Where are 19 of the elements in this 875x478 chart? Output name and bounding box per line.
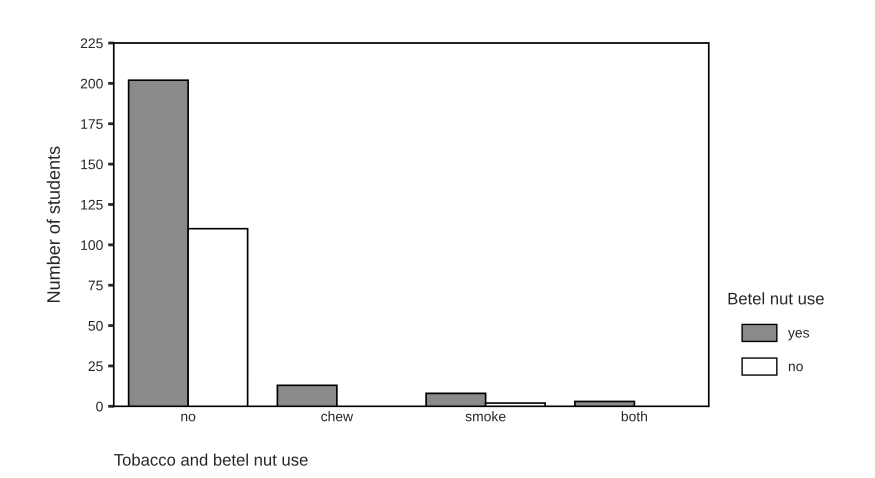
legend-title: Betel nut use — [728, 292, 824, 305]
y-tick-label: 75 — [88, 280, 103, 290]
y-tick-label: 100 — [81, 240, 103, 250]
y-tick-label: 125 — [81, 200, 103, 210]
y-tick-label: 200 — [80, 78, 103, 89]
x-tick-label: smoke — [466, 411, 506, 422]
x-axis-title: Tobacco and betel nut use — [114, 454, 308, 466]
x-tick-label: chew — [321, 411, 354, 422]
y-tick-label: 0 — [96, 402, 103, 412]
y-tick-label: 25 — [88, 361, 103, 372]
legend-label: no — [788, 364, 803, 372]
y-tick-label: 150 — [81, 159, 103, 170]
x-tick-label: both — [622, 411, 647, 422]
y-axis-title: Number of students — [46, 146, 60, 302]
y-tick-label: 225 — [80, 38, 103, 48]
y-tick-label: 50 — [88, 320, 103, 331]
y-tick-label: 175 — [81, 119, 103, 129]
legend-label: yes — [788, 330, 810, 340]
x-tick-label: no — [181, 414, 196, 422]
